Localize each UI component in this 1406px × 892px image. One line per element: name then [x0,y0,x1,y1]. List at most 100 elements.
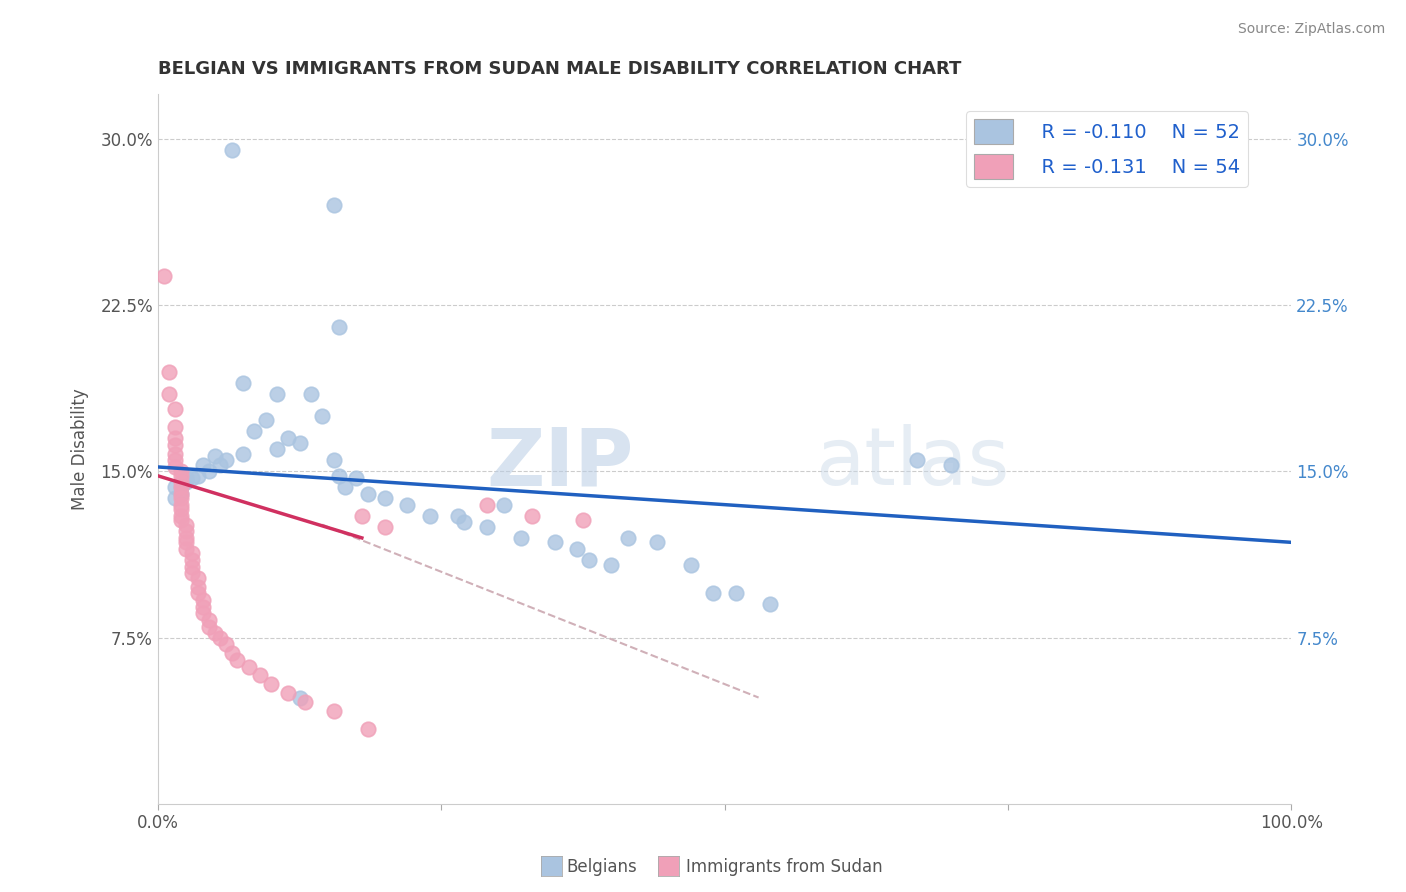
Point [221,646,243,660]
Point [567,541,589,556]
Point [249,668,271,682]
Point [174,535,197,549]
Text: Source: ZipAtlas.com: Source: ZipAtlas.com [1237,22,1385,37]
Point [520,508,543,523]
Point [232,376,254,390]
Point [169,480,191,494]
Point [209,631,232,645]
Point [373,520,395,534]
Point [299,386,322,401]
Point [169,486,191,500]
Text: Belgians: Belgians [567,858,637,876]
Y-axis label: Male Disability: Male Disability [72,388,89,510]
Point [198,613,221,627]
Point [186,571,208,585]
Point [186,468,208,483]
Text: atlas: atlas [815,425,1010,502]
Point [163,480,186,494]
Point [180,471,202,485]
Point [475,520,498,534]
Point [578,553,600,567]
Point [204,626,226,640]
Point [163,459,186,474]
Point [163,491,186,505]
Point [254,413,277,427]
Point [447,508,470,523]
Point [169,508,191,523]
Point [905,453,928,467]
Point [941,458,963,472]
Point [174,531,197,545]
Point [344,471,367,485]
Point [186,586,208,600]
Point [333,480,356,494]
Point [396,498,419,512]
Point [221,143,243,157]
Point [169,491,191,505]
Point [163,402,186,417]
Point [174,517,197,532]
Text: BELGIAN VS IMMIGRANTS FROM SUDAN MALE DISABILITY CORRELATION CHART: BELGIAN VS IMMIGRANTS FROM SUDAN MALE DI… [157,60,962,78]
Point [193,607,215,621]
Point [702,586,724,600]
Point [373,491,395,505]
Point [215,637,238,651]
Point [350,508,373,523]
Point [169,513,191,527]
Point [193,593,215,607]
Point [288,435,311,450]
Point [679,558,702,572]
Point [174,524,197,539]
Point [266,386,288,401]
Point [617,531,640,545]
Point [174,541,197,556]
Point [163,438,186,452]
Point [198,619,221,633]
Point [169,498,191,512]
Point [198,464,221,478]
Point [724,586,747,600]
Point [193,458,215,472]
Point [204,449,226,463]
Point [174,471,197,485]
Point [180,553,202,567]
Point [600,558,623,572]
Point [356,486,378,500]
Point [163,431,186,445]
Point [180,566,202,581]
Point [226,653,249,667]
Point [266,442,288,457]
Point [419,508,441,523]
Point [169,480,191,494]
Point [180,546,202,560]
Point [180,559,202,574]
Point [277,686,299,700]
Point [572,513,595,527]
Point [475,498,498,512]
Point [169,502,191,516]
Point [543,535,565,549]
Point [169,475,191,490]
Legend:   R = -0.110    N = 52,   R = -0.131    N = 54: R = -0.110 N = 52, R = -0.131 N = 54 [966,112,1247,186]
Point [163,420,186,434]
Point [260,677,283,691]
Point [152,269,174,284]
Point [322,198,344,212]
Text: ZIP: ZIP [486,425,634,502]
Point [243,425,266,439]
Point [645,535,668,549]
Point [169,468,191,483]
Point [311,409,333,423]
Point [322,704,344,718]
Point [157,386,180,401]
Point [277,431,299,445]
Point [163,453,186,467]
Point [232,447,254,461]
Point [169,486,191,500]
Point [209,458,232,472]
Point [509,531,531,545]
Point [492,498,515,512]
Point [328,468,350,483]
Point [453,516,475,530]
Point [288,690,311,705]
